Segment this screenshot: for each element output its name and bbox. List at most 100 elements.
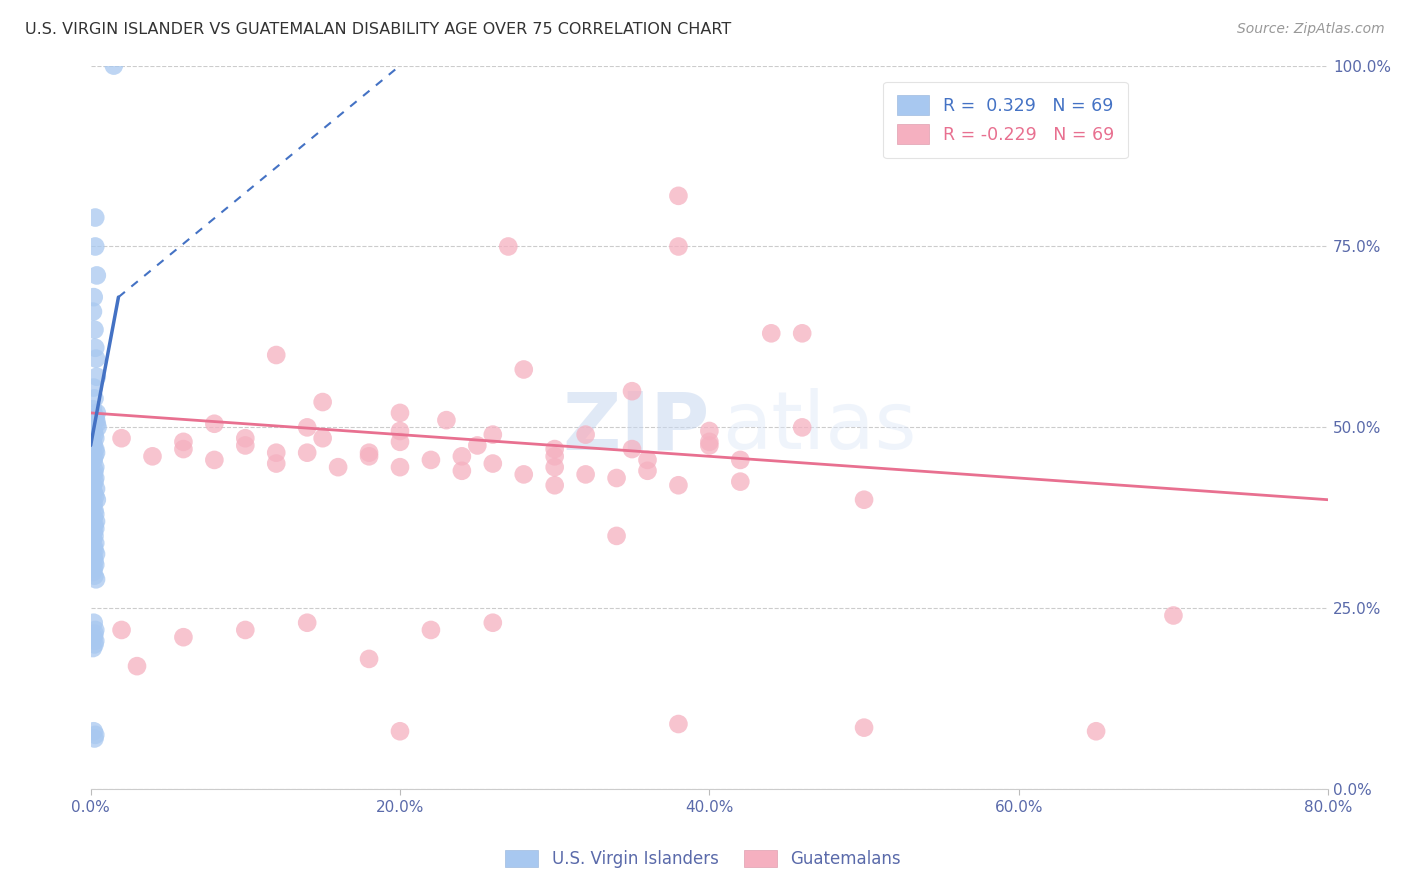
Point [544, 478, 567, 492]
Point [86, 420, 108, 434]
Point [84, 728, 107, 742]
Point [311, 395, 333, 409]
Point [83, 626, 105, 640]
Point [388, 406, 411, 420]
Point [84, 623, 107, 637]
Point [83, 615, 105, 630]
Point [82, 478, 104, 492]
Point [83, 637, 105, 651]
Point [110, 431, 132, 445]
Point [419, 623, 441, 637]
Point [513, 467, 536, 482]
Point [82, 304, 104, 318]
Point [83, 554, 105, 568]
Point [544, 460, 567, 475]
Point [295, 615, 318, 630]
Text: U.S. VIRGIN ISLANDER VS GUATEMALAN DISABILITY AGE OVER 75 CORRELATION CHART: U.S. VIRGIN ISLANDER VS GUATEMALAN DISAB… [25, 22, 731, 37]
Point [482, 457, 505, 471]
Point [83, 540, 105, 554]
Point [83, 543, 105, 558]
Point [83, 485, 105, 500]
Point [83, 496, 105, 510]
Point [233, 623, 256, 637]
Point [668, 239, 690, 253]
Point [575, 467, 598, 482]
Point [544, 442, 567, 456]
Point [83, 724, 105, 739]
Point [84, 351, 107, 366]
Point [84, 239, 107, 253]
Point [84, 446, 107, 460]
Point [84, 471, 107, 485]
Point [84, 409, 107, 424]
Point [83, 525, 105, 540]
Point [83, 550, 105, 565]
Point [172, 630, 194, 644]
Point [84, 558, 107, 572]
Point [544, 450, 567, 464]
Point [792, 420, 814, 434]
Point [84, 572, 107, 586]
Point [388, 460, 411, 475]
Point [637, 464, 659, 478]
Point [83, 381, 105, 395]
Point [84, 507, 107, 521]
Point [86, 406, 108, 420]
Point [295, 446, 318, 460]
Point [388, 424, 411, 438]
Point [172, 442, 194, 456]
Point [853, 492, 876, 507]
Point [84, 460, 107, 475]
Point [202, 417, 225, 431]
Point [606, 529, 628, 543]
Point [84, 341, 107, 355]
Point [110, 623, 132, 637]
Point [84, 547, 107, 561]
Point [84, 633, 107, 648]
Point [264, 457, 287, 471]
Point [83, 453, 105, 467]
Point [83, 392, 105, 406]
Point [388, 434, 411, 449]
Point [83, 475, 105, 489]
Point [84, 522, 107, 536]
Point [86, 492, 108, 507]
Point [264, 348, 287, 362]
Point [792, 326, 814, 341]
Point [83, 511, 105, 525]
Point [326, 460, 349, 475]
Point [357, 446, 380, 460]
Point [83, 323, 105, 337]
Point [434, 413, 457, 427]
Point [84, 536, 107, 550]
Point [730, 453, 752, 467]
Point [82, 641, 104, 656]
Point [83, 424, 105, 438]
Point [451, 450, 474, 464]
Legend: U.S. Virgin Islanders, Guatemalans: U.S. Virgin Islanders, Guatemalans [498, 843, 908, 875]
Legend: R =  0.329   N = 69, R = -0.229   N = 69: R = 0.329 N = 69, R = -0.229 N = 69 [883, 81, 1128, 158]
Point [699, 438, 721, 452]
Point [699, 424, 721, 438]
Point [467, 438, 489, 452]
Point [668, 717, 690, 731]
Text: atlas: atlas [721, 388, 917, 467]
Point [730, 475, 752, 489]
Point [83, 568, 105, 582]
Point [668, 478, 690, 492]
Point [482, 427, 505, 442]
Point [82, 533, 104, 547]
Text: Source: ZipAtlas.com: Source: ZipAtlas.com [1237, 22, 1385, 37]
Point [264, 446, 287, 460]
Point [1085, 724, 1108, 739]
Point [84, 211, 107, 225]
Point [84, 482, 107, 496]
Point [86, 268, 108, 283]
Point [83, 467, 105, 482]
Point [699, 434, 721, 449]
Point [82, 565, 104, 579]
Point [84, 442, 107, 456]
Point [86, 417, 108, 431]
Point [83, 464, 105, 478]
Point [83, 438, 105, 452]
